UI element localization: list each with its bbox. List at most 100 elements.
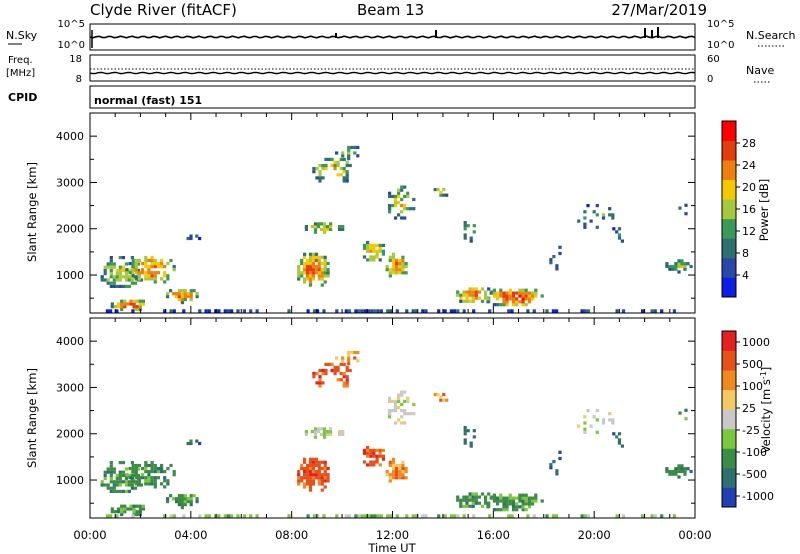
velocity-cell <box>342 372 346 376</box>
power-cell <box>124 278 128 282</box>
velocity-cell <box>138 504 142 508</box>
power-cell <box>129 299 133 303</box>
velocity-cell <box>103 470 107 474</box>
power-cell <box>683 264 687 269</box>
velocity-cell <box>620 444 624 448</box>
velocity-cell <box>534 496 538 500</box>
power-cell <box>153 265 157 269</box>
velocity-cell <box>300 463 304 467</box>
power-cell <box>558 251 562 256</box>
velocity-cell <box>313 427 318 431</box>
velocity-cell <box>315 381 319 385</box>
velocity-cell <box>595 409 599 413</box>
velocity-cell <box>322 514 326 518</box>
power-cell <box>555 309 559 313</box>
power-cell <box>471 287 475 291</box>
velocity-cell <box>304 430 308 434</box>
velocity-cell <box>391 409 395 413</box>
power-cell <box>411 309 415 313</box>
power-cell <box>117 305 121 309</box>
velocity-cell <box>388 399 392 403</box>
velocity-cell <box>549 463 553 467</box>
velocity-cell <box>381 454 385 458</box>
cpid-label: CPID <box>8 91 37 104</box>
power-cell <box>153 274 157 278</box>
velocity-cell <box>389 514 393 518</box>
power-cell <box>472 309 476 313</box>
velocity-cell <box>183 500 187 504</box>
power-cell <box>311 255 315 259</box>
velocity-cell <box>324 362 328 366</box>
power-cell <box>317 265 321 269</box>
velocity-cell <box>131 479 135 483</box>
velocity-cell <box>189 441 193 446</box>
power-cell <box>641 309 645 313</box>
power-cell <box>123 305 127 309</box>
power-cell <box>314 268 318 272</box>
velocity-cell <box>335 514 339 518</box>
power-cell <box>492 294 496 298</box>
power-cell <box>163 265 167 269</box>
power-cell <box>303 277 307 281</box>
power-cell <box>314 252 318 256</box>
velocity-cell <box>174 500 179 504</box>
power-cell <box>552 255 556 259</box>
power-cell <box>462 293 466 297</box>
power-cell <box>608 213 612 217</box>
velocity-cell <box>171 497 176 501</box>
velocity-cell <box>110 507 114 511</box>
velocity-cell <box>468 504 472 508</box>
power-cell <box>375 243 379 247</box>
power-cell <box>545 309 549 313</box>
power-cell <box>204 309 208 313</box>
velocity-cell <box>527 505 531 509</box>
velocity-cell <box>312 375 316 379</box>
power-cell <box>486 300 490 304</box>
velocity-cell <box>306 466 310 471</box>
x-tick-label: 16:00 <box>477 528 510 542</box>
velocity-cell <box>471 498 475 502</box>
power-cell <box>527 294 531 298</box>
velocity-cell <box>678 411 682 415</box>
power-cell <box>412 197 416 202</box>
velocity-heatmap <box>100 350 693 518</box>
velocity-cell <box>347 353 351 357</box>
power-cell <box>311 252 315 256</box>
power-cell <box>137 274 142 278</box>
velocity-cell <box>120 512 124 517</box>
power-cell <box>106 265 110 269</box>
power-cell <box>395 309 399 313</box>
power-cell <box>388 274 392 278</box>
velocity-cell <box>195 497 199 501</box>
power-cell <box>138 305 142 309</box>
velocity-cell <box>674 472 678 476</box>
power-cell <box>207 309 211 313</box>
velocity-colorbar-cell <box>722 428 736 449</box>
power-cell <box>521 303 525 307</box>
power-cell <box>391 255 396 259</box>
power-cell <box>160 258 164 263</box>
power-cell <box>342 179 346 183</box>
velocity-cell <box>468 495 472 499</box>
velocity-cell <box>339 372 343 376</box>
power-cell <box>177 292 181 296</box>
velocity-cell <box>499 499 503 503</box>
power-cell <box>160 262 164 266</box>
power-cell <box>130 281 134 285</box>
velocity-cell <box>453 514 457 518</box>
power-cell <box>134 268 138 272</box>
velocity-cell <box>372 451 376 455</box>
power-cell <box>195 295 199 299</box>
power-cell <box>439 193 443 197</box>
power-cell <box>322 225 327 229</box>
power-cell <box>163 274 167 278</box>
power-cell <box>480 299 485 303</box>
power-cell <box>502 291 506 295</box>
power-cell <box>313 227 318 231</box>
power-cell <box>135 305 139 309</box>
power-cell <box>671 264 675 269</box>
power-cell <box>534 288 538 292</box>
velocity-cell <box>326 479 330 483</box>
power-cell <box>124 262 128 266</box>
power-cell <box>496 291 500 295</box>
